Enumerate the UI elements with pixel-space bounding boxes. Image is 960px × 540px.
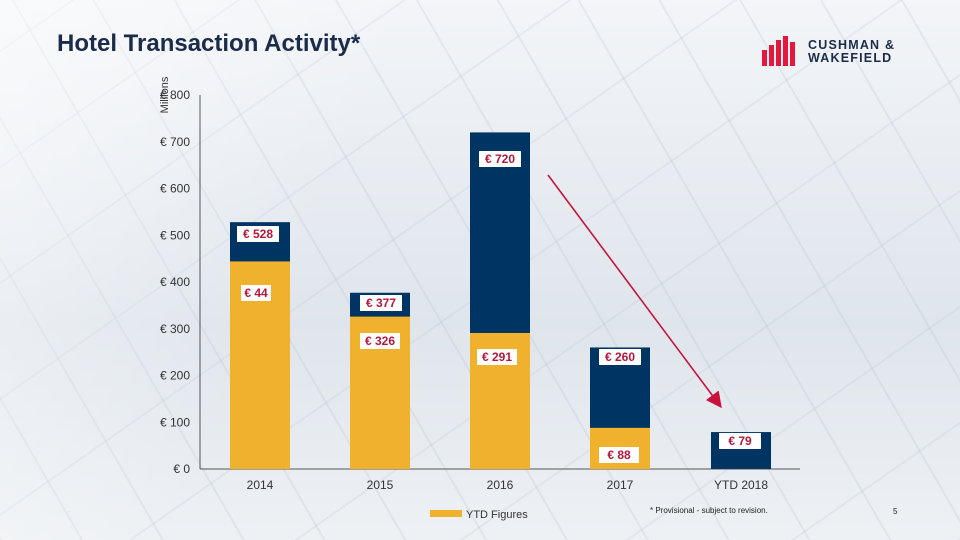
label-box <box>360 333 400 349</box>
logo-text: CUSHMAN & WAKEFIELD <box>808 39 895 65</box>
legend-swatch <box>430 510 462 517</box>
page-title: Hotel Transaction Activity* <box>57 30 361 57</box>
label-text: € 260 <box>605 350 635 364</box>
y-tick-label: € 100 <box>160 415 190 429</box>
label-text: € 377 <box>366 296 396 310</box>
label-box <box>479 151 521 167</box>
y-tick-label: € 0 <box>173 462 190 476</box>
label-text: € 528 <box>243 227 273 241</box>
y-tick-label: € 200 <box>160 369 190 383</box>
y-axis-title: Millions <box>159 76 171 113</box>
label-box <box>599 447 639 463</box>
ytd-data-label: € 88 <box>599 447 639 463</box>
label-box <box>599 349 641 365</box>
label-box <box>241 285 271 301</box>
y-tick-label: € 500 <box>160 228 190 242</box>
page-number: 5 <box>893 507 898 516</box>
label-text: € 291 <box>482 350 512 364</box>
logo-line-1: CUSHMAN & <box>808 38 896 52</box>
y-tick-label: € 700 <box>160 135 190 149</box>
label-text: € 44 <box>244 286 268 300</box>
x-tick-label: 2014 <box>247 478 274 492</box>
x-tick-label: 2016 <box>487 478 514 492</box>
legend-label: YTD Figures <box>466 509 528 521</box>
ytd-data-label: € 291 <box>477 349 517 365</box>
x-tick-label: YTD 2018 <box>714 478 768 492</box>
x-tick-label: 2015 <box>367 478 394 492</box>
label-text: € 720 <box>485 152 515 166</box>
label-text: € 326 <box>365 334 395 348</box>
label-box <box>237 226 279 242</box>
label-box <box>360 295 402 311</box>
total-data-label: € 377 <box>360 295 402 311</box>
y-tick-label: € 300 <box>160 322 190 336</box>
total-data-label: € 260 <box>599 349 641 365</box>
footnote: * Provisional - subject to revision. <box>650 506 768 515</box>
total-data-label: € 79 <box>719 433 761 449</box>
label-text: € 79 <box>728 434 752 448</box>
y-tick-label: € 400 <box>160 275 190 289</box>
label-box <box>719 433 761 449</box>
label-box <box>477 349 517 365</box>
footer-source: ... <box>68 509 71 513</box>
x-tick-label: 2017 <box>607 478 634 492</box>
total-data-label: € 528 <box>237 226 279 242</box>
ytd-data-label: € 326 <box>360 333 400 349</box>
ytd-data-label: € 44 <box>241 285 271 301</box>
logo-line-2: WAKEFIELD <box>808 51 893 65</box>
trend-arrow <box>547 174 722 409</box>
y-tick-label: € 600 <box>160 182 190 196</box>
total-data-label: € 720 <box>479 151 521 167</box>
y-tick-label: € 800 <box>160 88 190 102</box>
cushman-logo-icon <box>762 36 795 66</box>
label-text: € 88 <box>607 448 631 462</box>
